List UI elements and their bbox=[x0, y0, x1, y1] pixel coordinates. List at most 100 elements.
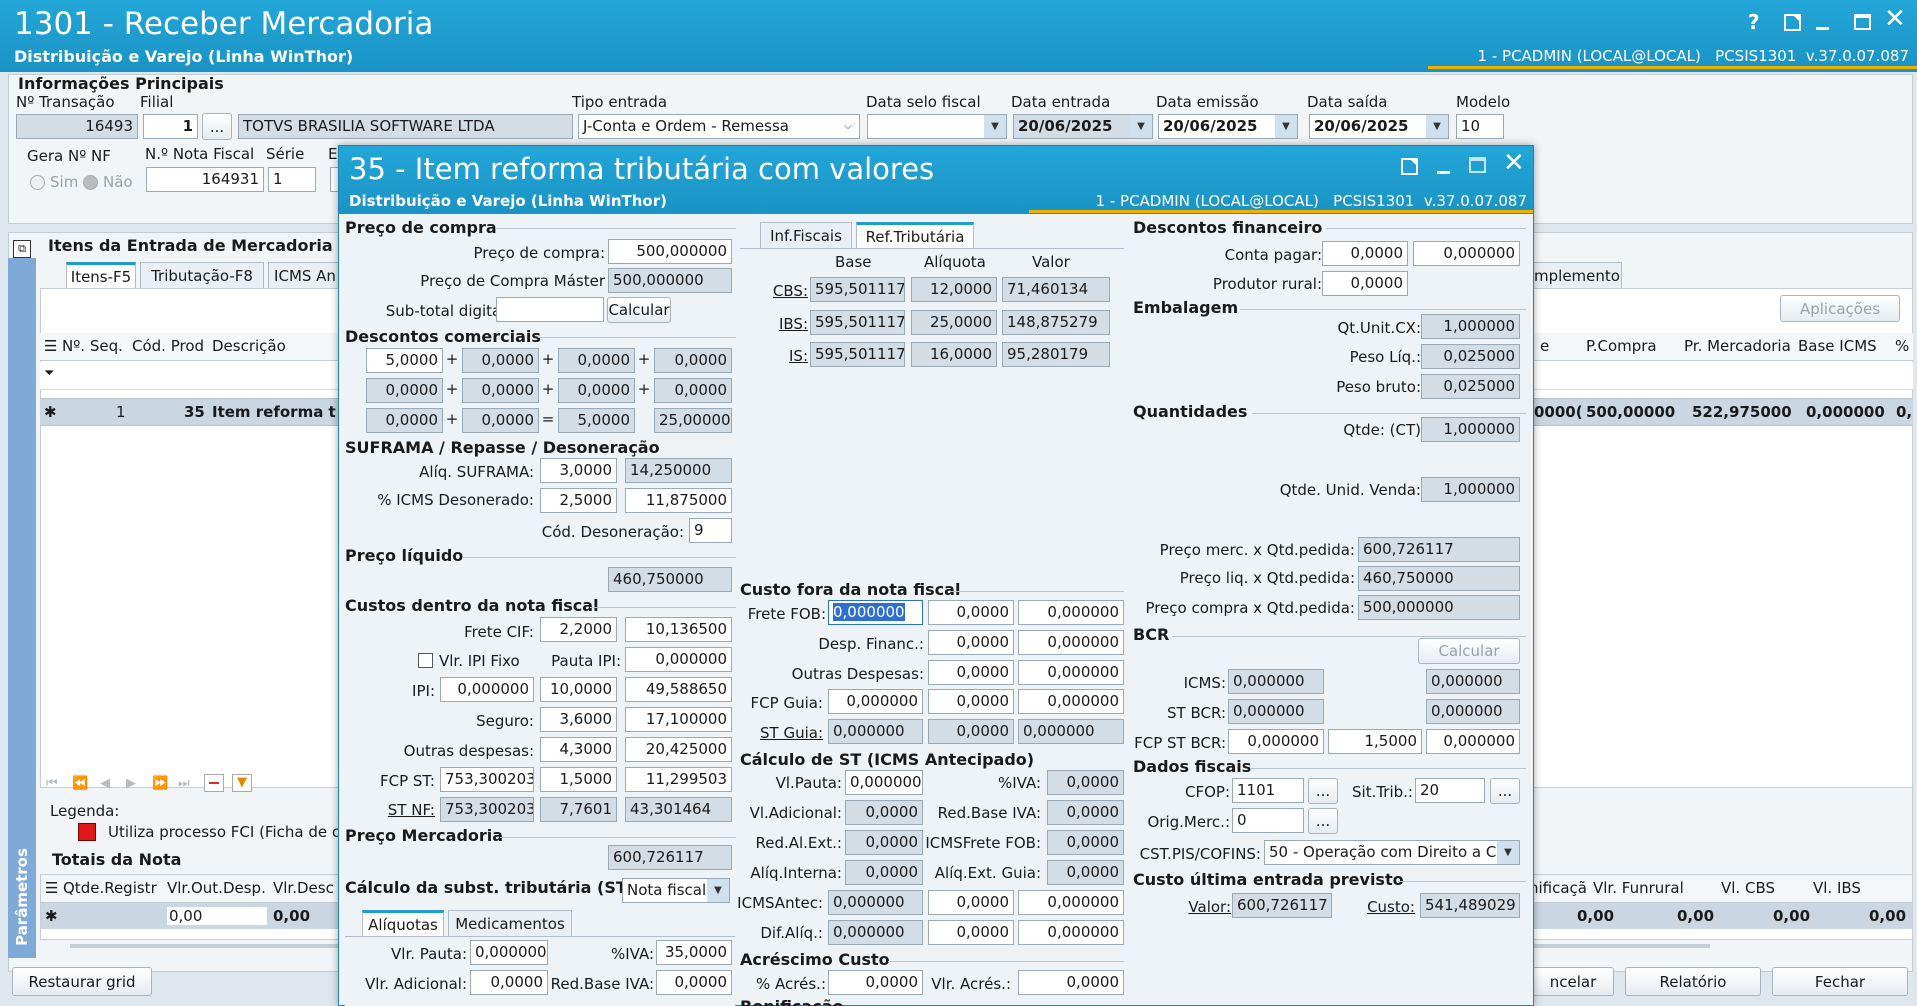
transacao-field[interactable]: 16493 bbox=[16, 114, 138, 139]
ipi-base-field[interactable]: 0,000000 bbox=[440, 677, 534, 702]
fcp-st-value[interactable]: 11,299503 bbox=[625, 767, 732, 792]
cbs-link[interactable]: CBS: bbox=[772, 282, 808, 300]
fcp-guia-field[interactable]: 0,000000 bbox=[828, 689, 923, 714]
col-vlr-desc[interactable]: Vlr.Desc bbox=[273, 879, 334, 897]
fcp-st-bcr-value[interactable]: 0,000000 bbox=[1426, 729, 1520, 754]
dropdown-arrow-icon[interactable]: ▼ bbox=[984, 115, 1006, 138]
tab-aliquotas[interactable]: Alíquotas bbox=[362, 910, 444, 936]
sit-trib-field[interactable]: 20 bbox=[1415, 778, 1485, 803]
desc-1-1[interactable]: 5,0000 bbox=[366, 348, 443, 373]
ipi-aliq-field[interactable]: 10,0000 bbox=[540, 677, 617, 702]
red-base-field[interactable]: 0,0000 bbox=[656, 970, 732, 995]
aplicacoes-button[interactable]: Aplicações bbox=[1780, 295, 1900, 322]
parametros-tab[interactable]: Parâmetros bbox=[13, 848, 31, 946]
custo-link[interactable]: Custo: bbox=[1367, 898, 1415, 916]
col-pcompra[interactable]: P.Compra bbox=[1586, 337, 1657, 355]
vlr-pauta-field[interactable]: 0,000000 bbox=[470, 940, 548, 965]
tab-ref-tributaria[interactable]: Ref.Tributária bbox=[856, 222, 974, 248]
col-pct[interactable]: % bbox=[1895, 337, 1910, 355]
seguro-value[interactable]: 17,100000 bbox=[625, 707, 732, 732]
orig-merc-field[interactable]: 0 bbox=[1232, 808, 1304, 833]
delete-record-icon[interactable] bbox=[204, 774, 224, 792]
minimize-icon[interactable] bbox=[1816, 27, 1829, 30]
help-icon[interactable]: ? bbox=[1748, 10, 1760, 34]
filter-icon[interactable]: ▼ bbox=[232, 774, 252, 792]
col-prmerc[interactable]: Pr. Mercadoria bbox=[1684, 337, 1791, 355]
icms-antec-aliq[interactable]: 0,0000 bbox=[928, 890, 1014, 915]
frete-cif-value[interactable]: 10,136500 bbox=[625, 617, 732, 642]
col-seq[interactable]: Nº. Seq. bbox=[62, 337, 123, 355]
tab-inf-fiscais[interactable]: Inf.Fiscais bbox=[760, 222, 852, 248]
calcular-subtotal-button[interactable]: Calcular bbox=[607, 297, 671, 323]
nota-fiscal-field[interactable]: 164931 bbox=[146, 167, 264, 192]
conta-pagar-value[interactable]: 0,000000 bbox=[1413, 241, 1520, 266]
restaurar-grid-button[interactable]: Restaurar grid bbox=[12, 967, 152, 996]
frete-fob-aliq[interactable]: 0,0000 bbox=[928, 600, 1014, 625]
outras-desp-valor[interactable]: 0,000000 bbox=[1018, 660, 1124, 685]
col-baseicms[interactable]: Base ICMS bbox=[1798, 337, 1877, 355]
desp-financ-aliq[interactable]: 0,0000 bbox=[928, 630, 1014, 655]
vl-pauta-field[interactable]: 0,000000 bbox=[845, 770, 923, 795]
calc-st-select[interactable]: Nota fiscal ▼ bbox=[622, 878, 730, 903]
desp-financ-valor[interactable]: 0,000000 bbox=[1018, 630, 1124, 655]
bcr-calcular-button[interactable]: Calcular bbox=[1418, 638, 1520, 664]
tab-medicamentos[interactable]: Medicamentos bbox=[448, 910, 572, 936]
col-desc[interactable]: Descrição bbox=[212, 337, 286, 355]
frete-fob-field[interactable]: 0,000000 bbox=[828, 600, 923, 625]
desc-1-3[interactable]: 0,0000 bbox=[558, 348, 635, 373]
fcp-st-bcr-field[interactable]: 0,000000 bbox=[1228, 729, 1324, 754]
maximize-icon[interactable] bbox=[1469, 157, 1486, 173]
dif-aliq-valor[interactable]: 0,000000 bbox=[1018, 920, 1124, 945]
valor-link[interactable]: Valor: bbox=[1188, 898, 1231, 916]
conta-pagar-field[interactable]: 0,0000 bbox=[1322, 241, 1408, 266]
col-cbs[interactable]: Vl. CBS bbox=[1721, 879, 1775, 897]
data-selo-field[interactable]: ▼ bbox=[867, 114, 1007, 139]
dropdown-arrow-icon[interactable]: ▼ bbox=[1497, 841, 1519, 864]
fcp-st-bcr-aliq[interactable]: 1,5000 bbox=[1328, 729, 1422, 754]
serie-field[interactable]: 1 bbox=[268, 167, 316, 192]
fcp-st-base[interactable]: 753,300203 bbox=[440, 767, 534, 792]
cfop-lookup-button[interactable]: ... bbox=[1308, 778, 1338, 804]
col-ibs[interactable]: Vl. IBS bbox=[1813, 879, 1861, 897]
icms-deson-value[interactable]: 11,875000 bbox=[625, 488, 732, 513]
iva-field[interactable]: 35,0000 bbox=[656, 940, 732, 965]
pauta-ipi-field[interactable]: 0,000000 bbox=[625, 647, 732, 672]
tab-complemento[interactable]: mplemento bbox=[1532, 262, 1622, 288]
expand-icon[interactable]: ⧉ bbox=[13, 240, 31, 258]
data-entrada-field[interactable]: 20/06/2025 ▼ bbox=[1013, 114, 1153, 139]
icms-antec-valor[interactable]: 0,000000 bbox=[1018, 890, 1124, 915]
cst-pis-select[interactable]: 50 - Operação com Direito a Cr ▼ bbox=[1264, 840, 1520, 865]
desc-3-2[interactable]: 0,0000 bbox=[462, 408, 539, 433]
data-emissao-field[interactable]: 20/06/2025 ▼ bbox=[1158, 114, 1298, 139]
grid-menu-icon[interactable]: ☰ bbox=[44, 337, 58, 355]
produtor-rural-field[interactable]: 0,0000 bbox=[1322, 271, 1408, 296]
preco-compra-field[interactable]: 500,000000 bbox=[608, 239, 732, 264]
st-guia-link[interactable]: ST Guia: bbox=[760, 724, 823, 742]
tipo-entrada-select[interactable]: J-Conta e Ordem - Remessa ⌵ bbox=[578, 114, 860, 139]
tab-icms[interactable]: ICMS An bbox=[268, 262, 342, 288]
col-funrural[interactable]: Vlr. Funrural bbox=[1593, 879, 1684, 897]
desc-1-2[interactable]: 0,0000 bbox=[462, 348, 539, 373]
prev-page-icon[interactable]: ⏪ bbox=[72, 776, 89, 791]
col-vlr-out[interactable]: Vlr.Out.Desp. bbox=[167, 879, 266, 897]
sit-trib-lookup-button[interactable]: ... bbox=[1490, 778, 1520, 804]
dropdown-arrow-icon[interactable]: ▼ bbox=[707, 879, 729, 902]
col-cod[interactable]: Cód. Prod bbox=[132, 337, 205, 355]
close-icon[interactable]: ✕ bbox=[1503, 148, 1525, 178]
first-record-icon[interactable]: ⏮ bbox=[46, 776, 58, 791]
ipi-value-field[interactable]: 49,588650 bbox=[625, 677, 732, 702]
seguro-field[interactable]: 3,6000 bbox=[540, 707, 617, 732]
dropdown-arrow-icon[interactable]: ▼ bbox=[1275, 115, 1297, 138]
desc-2-4[interactable]: 0,0000 bbox=[654, 378, 732, 403]
col-bonificacao[interactable]: nificaçã bbox=[1529, 879, 1588, 897]
filial-field[interactable]: 1 bbox=[143, 114, 198, 139]
aliq-suframa-field[interactable]: 3,0000 bbox=[540, 458, 617, 483]
grid-menu-icon[interactable]: ☰ bbox=[45, 879, 59, 897]
next-record-icon[interactable]: ▶ bbox=[126, 776, 136, 791]
outras-despesas-field[interactable]: 4,3000 bbox=[540, 737, 617, 762]
relatorio-button[interactable]: Relatório bbox=[1625, 967, 1761, 996]
desc-1-4[interactable]: 0,0000 bbox=[654, 348, 732, 373]
filial-lookup-button[interactable]: ... bbox=[202, 113, 232, 140]
restore-layout-icon[interactable] bbox=[1401, 158, 1418, 175]
desc-3-1[interactable]: 0,0000 bbox=[366, 408, 443, 433]
